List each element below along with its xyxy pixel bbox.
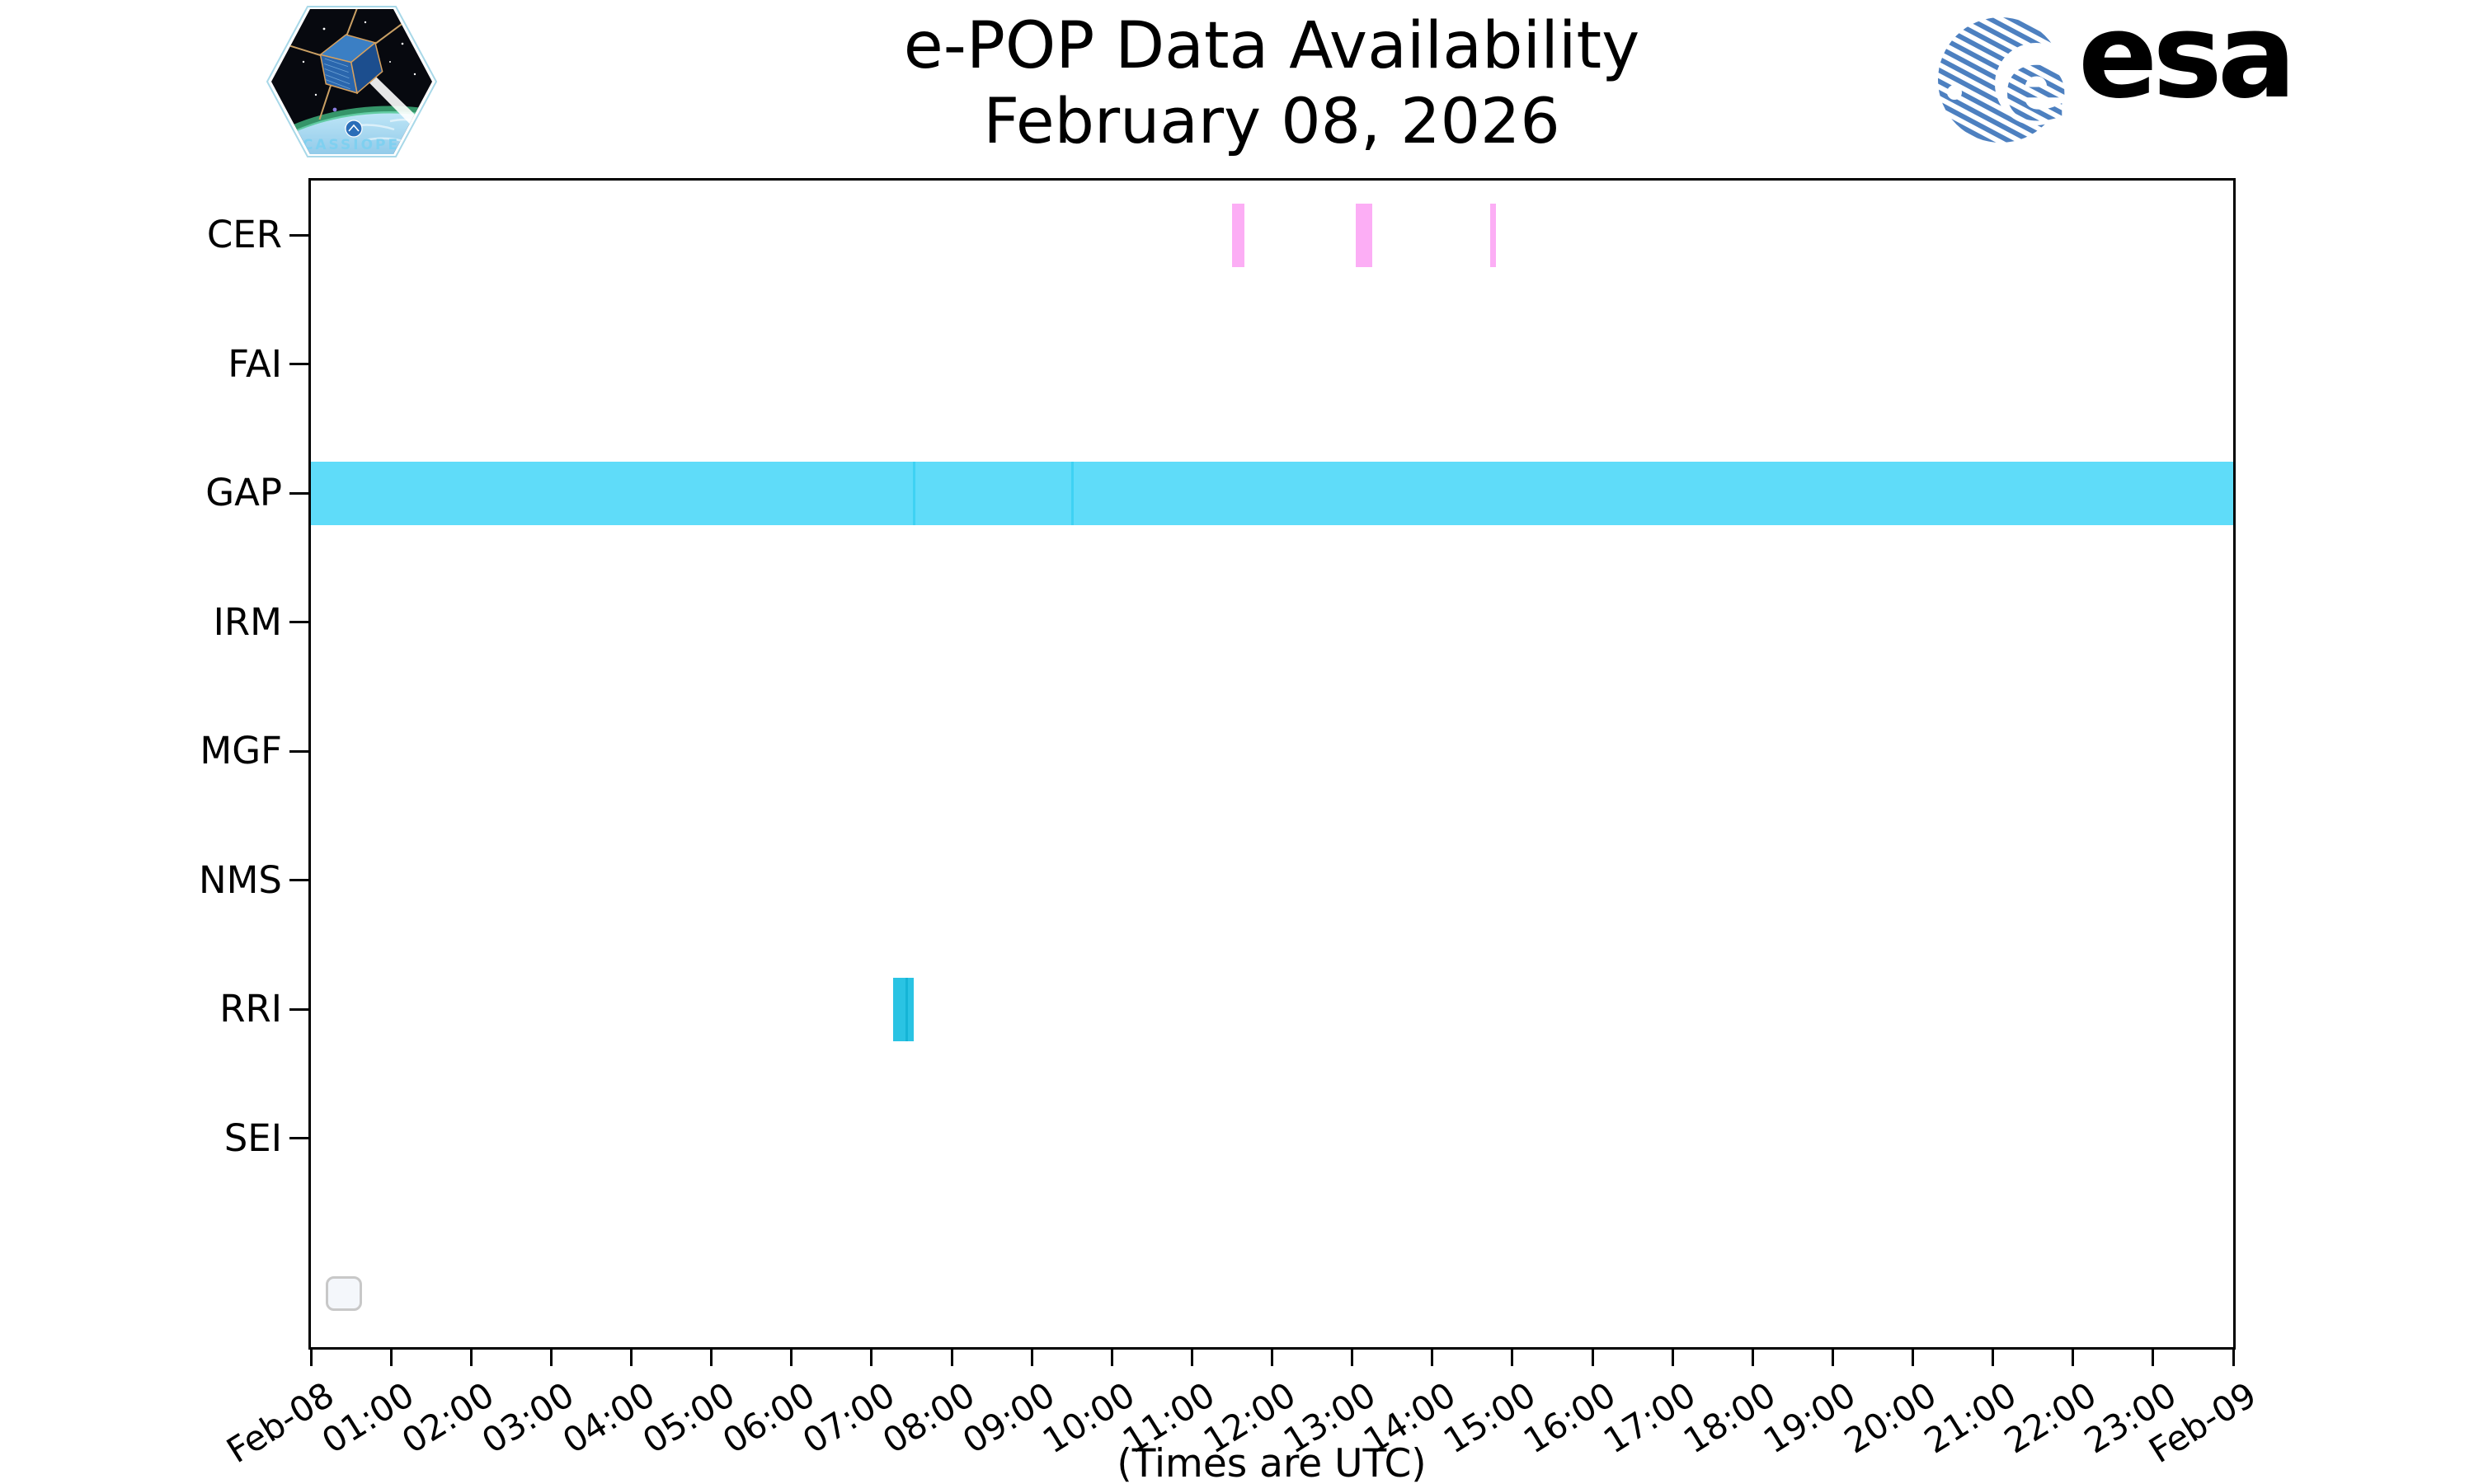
x-tick-13 bbox=[1351, 1350, 1354, 1366]
cassiope-label: CASSIOPE bbox=[303, 137, 400, 153]
y-tick-gap bbox=[289, 491, 308, 495]
svg-text:e: e bbox=[2003, 29, 2068, 143]
esa-globe-icon: e bbox=[1938, 17, 2077, 143]
availability-bar-cer-segment-1 bbox=[1231, 203, 1244, 267]
y-axis-label-irm: IRM bbox=[213, 599, 282, 644]
y-tick-cer bbox=[289, 233, 308, 237]
x-tick-15 bbox=[1511, 1350, 1514, 1366]
y-axis-label-fai: FAI bbox=[228, 341, 282, 386]
cassiope-mission-patch-icon: CASSIOPE bbox=[266, 6, 437, 157]
availability-bar-gap-segment-3 bbox=[1072, 461, 2233, 525]
availability-bar-gap-segment-2 bbox=[914, 461, 1073, 525]
esa-logo: e esa bbox=[1936, 0, 2324, 158]
chart-title: e-POP Data Availability February 08, 202… bbox=[558, 8, 1985, 158]
esa-wordmark: esa bbox=[2078, 0, 2297, 124]
x-tick-20 bbox=[1912, 1350, 1914, 1366]
x-tick-5 bbox=[710, 1350, 713, 1366]
x-tick-18 bbox=[1751, 1350, 1754, 1366]
availability-bar-cer-segment-2 bbox=[1356, 203, 1372, 267]
y-axis-label-sei: SEI bbox=[223, 1115, 282, 1160]
x-tick-0 bbox=[309, 1350, 313, 1366]
x-tick-9 bbox=[1030, 1350, 1033, 1366]
y-tick-sei bbox=[289, 1137, 308, 1139]
file-seam-gap-2 bbox=[1071, 461, 1075, 525]
x-tick-4 bbox=[630, 1350, 633, 1366]
x-axis-caption: (Times are UTC) bbox=[1117, 1441, 1427, 1484]
y-tick-fai bbox=[289, 363, 308, 365]
plot-area bbox=[308, 178, 2236, 1350]
x-tick-10 bbox=[1110, 1350, 1113, 1366]
x-tick-17 bbox=[1671, 1350, 1674, 1366]
x-tick-11 bbox=[1190, 1350, 1193, 1366]
y-tick-rri bbox=[289, 1007, 308, 1011]
chart-title-line1: e-POP Data Availability bbox=[903, 9, 1640, 83]
file-seam-gap-1 bbox=[912, 461, 915, 525]
x-tick-16 bbox=[1591, 1350, 1594, 1366]
x-tick-22 bbox=[2072, 1350, 2075, 1366]
chart-title-line2: February 08, 2026 bbox=[983, 84, 1560, 157]
y-axis-label-mgf: MGF bbox=[200, 729, 282, 773]
x-tick-23 bbox=[2152, 1350, 2155, 1366]
availability-bar-rri-segment-2 bbox=[906, 977, 915, 1041]
y-axis-label-rri: RRI bbox=[219, 987, 282, 1031]
x-tick-14 bbox=[1431, 1350, 1434, 1366]
x-tick-12 bbox=[1271, 1350, 1273, 1366]
legend-box-empty bbox=[326, 1276, 362, 1311]
x-tick-19 bbox=[1831, 1350, 1834, 1366]
x-tick-21 bbox=[1992, 1350, 1995, 1366]
x-tick-24 bbox=[2232, 1350, 2235, 1366]
badge-aurora bbox=[271, 106, 432, 154]
x-tick-2 bbox=[469, 1350, 473, 1366]
availability-bar-gap-segment-1 bbox=[311, 461, 915, 525]
y-tick-mgf bbox=[289, 749, 308, 753]
file-seam-rri-1 bbox=[905, 977, 909, 1041]
y-axis-label-cer: CER bbox=[206, 213, 282, 256]
x-tick-6 bbox=[790, 1350, 793, 1366]
x-tick-8 bbox=[950, 1350, 953, 1366]
x-tick-1 bbox=[389, 1350, 393, 1366]
y-tick-irm bbox=[289, 621, 308, 623]
y-axis-label-gap: GAP bbox=[205, 471, 282, 514]
badge-csa-roundel bbox=[345, 120, 363, 138]
x-tick-7 bbox=[870, 1350, 873, 1366]
availability-bar-rri-segment-1 bbox=[893, 977, 907, 1041]
y-tick-nms bbox=[289, 879, 308, 881]
availability-bar-cer-segment-3 bbox=[1489, 203, 1497, 267]
y-axis-label-nms: NMS bbox=[198, 857, 282, 902]
x-tick-3 bbox=[549, 1350, 553, 1366]
